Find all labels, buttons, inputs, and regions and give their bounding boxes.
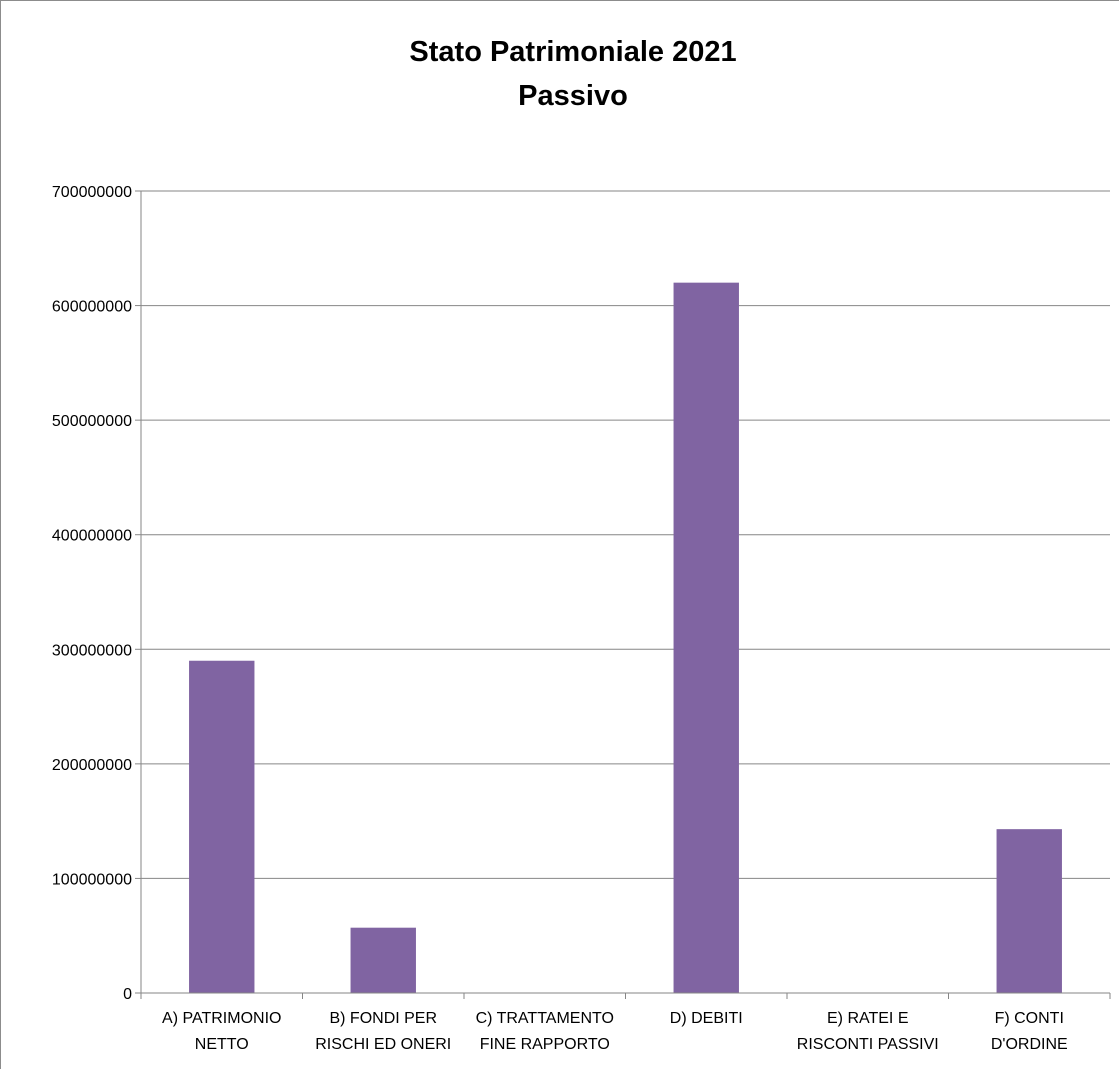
x-category-label-line: RISCHI ED ONERI [315, 1036, 451, 1053]
x-category-label-line: RISCONTI PASSIVI [797, 1036, 939, 1053]
y-tick-label: 600000000 [52, 299, 132, 316]
x-category-label: C) TRATTAMENTO FINE RAPPORTO [476, 1010, 614, 1053]
bar [189, 660, 255, 993]
y-tick-label: 700000000 [52, 184, 132, 201]
bar [996, 829, 1062, 993]
x-category-label-line: FINE RAPPORTO [480, 1036, 610, 1053]
x-category-label: E) RATEI E RISCONTI PASSIVI [797, 1010, 939, 1053]
y-tick-label: 100000000 [52, 871, 132, 888]
axes [135, 190, 1111, 999]
y-tick-label: 200000000 [52, 757, 132, 774]
bars [189, 282, 1062, 994]
chart-subtitle: Passivo [518, 80, 628, 112]
x-category-label-line: NETTO [195, 1036, 249, 1053]
x-category-label: D) DEBITI [670, 1010, 743, 1027]
x-category-label-line: B) FONDI PER [329, 1010, 437, 1027]
chart-title-block: Stato Patrimoniale 2021 Passivo [0, 30, 1120, 118]
bar [350, 927, 416, 993]
x-category-label-line: C) TRATTAMENTO [476, 1010, 614, 1027]
x-category-label: F) CONTI D'ORDINE [991, 1010, 1068, 1053]
x-category-label-line: F) CONTI [995, 1010, 1064, 1027]
y-tick-label: 300000000 [52, 642, 132, 659]
x-category-label: A) PATRIMONIO NETTO [162, 1010, 281, 1053]
x-category-label-line: E) RATEI E [827, 1010, 909, 1027]
axis-labels: 0 100000000 200000000 300000000 400000000 500… [52, 184, 1068, 1053]
gridlines [141, 190, 1110, 879]
x-category-label-line: D) DEBITI [670, 1010, 743, 1027]
y-tick-label: 400000000 [52, 528, 132, 545]
x-category-label: B) FONDI PER RISCHI ED ONERI [315, 1010, 451, 1053]
y-tick-label: 0 [123, 986, 132, 1003]
chart-title: Stato Patrimoniale 2021 [409, 36, 737, 68]
y-tick-label: 500000000 [52, 413, 132, 430]
x-category-label-line: A) PATRIMONIO [162, 1010, 281, 1027]
x-category-label-line: D'ORDINE [991, 1036, 1068, 1053]
bar [673, 282, 739, 994]
